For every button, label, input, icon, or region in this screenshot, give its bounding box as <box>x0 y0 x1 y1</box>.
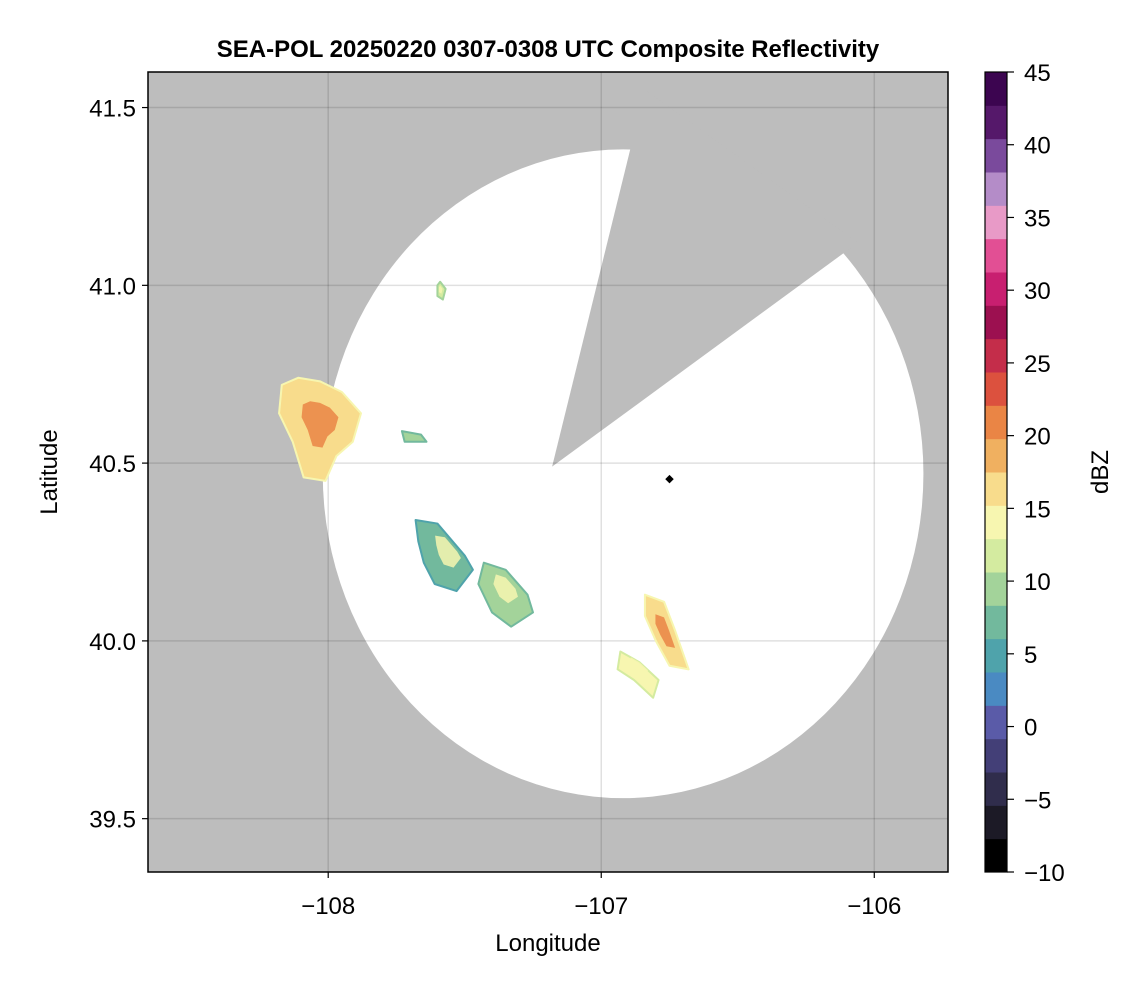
colorbar-segment <box>985 438 1007 473</box>
colorbar-segment <box>985 405 1007 440</box>
y-axis-label: Latitude <box>36 429 63 514</box>
colorbar-tick-label: −10 <box>1024 860 1065 887</box>
colorbar-tick-label: 30 <box>1024 278 1051 305</box>
colorbar-segment <box>985 472 1007 506</box>
colorbar <box>985 72 1007 873</box>
colorbar-segment <box>985 372 1007 406</box>
echo-region <box>616 650 660 699</box>
colorbar-segment <box>985 738 1007 773</box>
colorbar-segment <box>985 538 1007 573</box>
colorbar-tick-label: 35 <box>1024 205 1051 232</box>
y-tick-label: 40.0 <box>89 629 136 656</box>
colorbar-tick-label: 5 <box>1024 642 1037 669</box>
blocked-sector <box>552 89 858 467</box>
colorbar-segment <box>985 772 1007 806</box>
colorbar-ticks: −10 −5 0 5 10 15 20 25 30 35 40 45 <box>1007 60 1065 887</box>
echo-core <box>406 433 418 438</box>
colorbar-segment <box>985 238 1007 273</box>
y-tick-label: 41.0 <box>89 273 136 300</box>
echo-core <box>435 535 461 568</box>
y-tick-label: 41.5 <box>89 96 136 123</box>
colorbar-segment <box>985 205 1007 240</box>
colorbar-segment <box>985 172 1007 206</box>
echo-core <box>301 401 339 448</box>
x-axis: −108 −107 −106 <box>301 872 901 920</box>
colorbar-frame <box>984 71 1008 873</box>
reflectivity-echoes <box>278 280 690 699</box>
colorbar-tick-label: 25 <box>1024 351 1051 378</box>
colorbar-segment <box>985 338 1007 373</box>
echo-core <box>438 285 443 294</box>
colorbar-segment <box>985 138 1007 173</box>
plot-frame <box>147 71 949 873</box>
x-tick-label: −106 <box>847 893 901 920</box>
colorbar-tick-label: 15 <box>1024 496 1051 523</box>
colorbar-tick-label: 45 <box>1024 60 1051 87</box>
colorbar-tick-label: 40 <box>1024 133 1051 160</box>
colorbar-tick-label: 0 <box>1024 715 1037 742</box>
echo-region <box>278 376 362 482</box>
colorbar-segment <box>985 505 1007 540</box>
echo-region <box>643 593 690 671</box>
colorbar-segment <box>985 72 1007 106</box>
radar-site-marker <box>665 474 674 484</box>
colorbar-segment <box>985 605 1007 640</box>
echo-core <box>493 574 518 604</box>
x-tick-label: −108 <box>301 893 355 920</box>
echo-region <box>477 561 534 628</box>
echo-core <box>629 657 649 679</box>
colorbar-tick-label: 20 <box>1024 424 1051 451</box>
echo-region <box>436 280 447 301</box>
colorbar-segment <box>985 672 1007 706</box>
colorbar-tick-label: 10 <box>1024 569 1051 596</box>
colorbar-segment <box>985 805 1007 840</box>
echo-region <box>414 519 474 593</box>
colorbar-segment <box>985 838 1007 873</box>
x-tick-label: −107 <box>574 893 628 920</box>
colorbar-tick-label: −5 <box>1024 787 1051 814</box>
echo-core <box>655 614 676 648</box>
colorbar-segment <box>985 638 1007 673</box>
echo-region <box>400 430 428 443</box>
colorbar-segment <box>985 572 1007 606</box>
chart-title: SEA-POL 20250220 0307-0308 UTC Composite… <box>217 36 880 63</box>
y-tick-label: 39.5 <box>89 807 136 834</box>
colorbar-segment <box>985 105 1007 140</box>
y-axis: 39.5 40.0 40.5 41.0 41.5 <box>89 96 148 834</box>
radar-coverage-area <box>322 149 924 799</box>
colorbar-segment <box>985 272 1007 306</box>
x-axis-label: Longitude <box>495 930 600 957</box>
y-tick-label: 40.5 <box>89 451 136 478</box>
colorbar-segment <box>985 705 1007 740</box>
colorbar-label: dBZ <box>1087 450 1114 494</box>
colorbar-segment <box>985 305 1007 340</box>
